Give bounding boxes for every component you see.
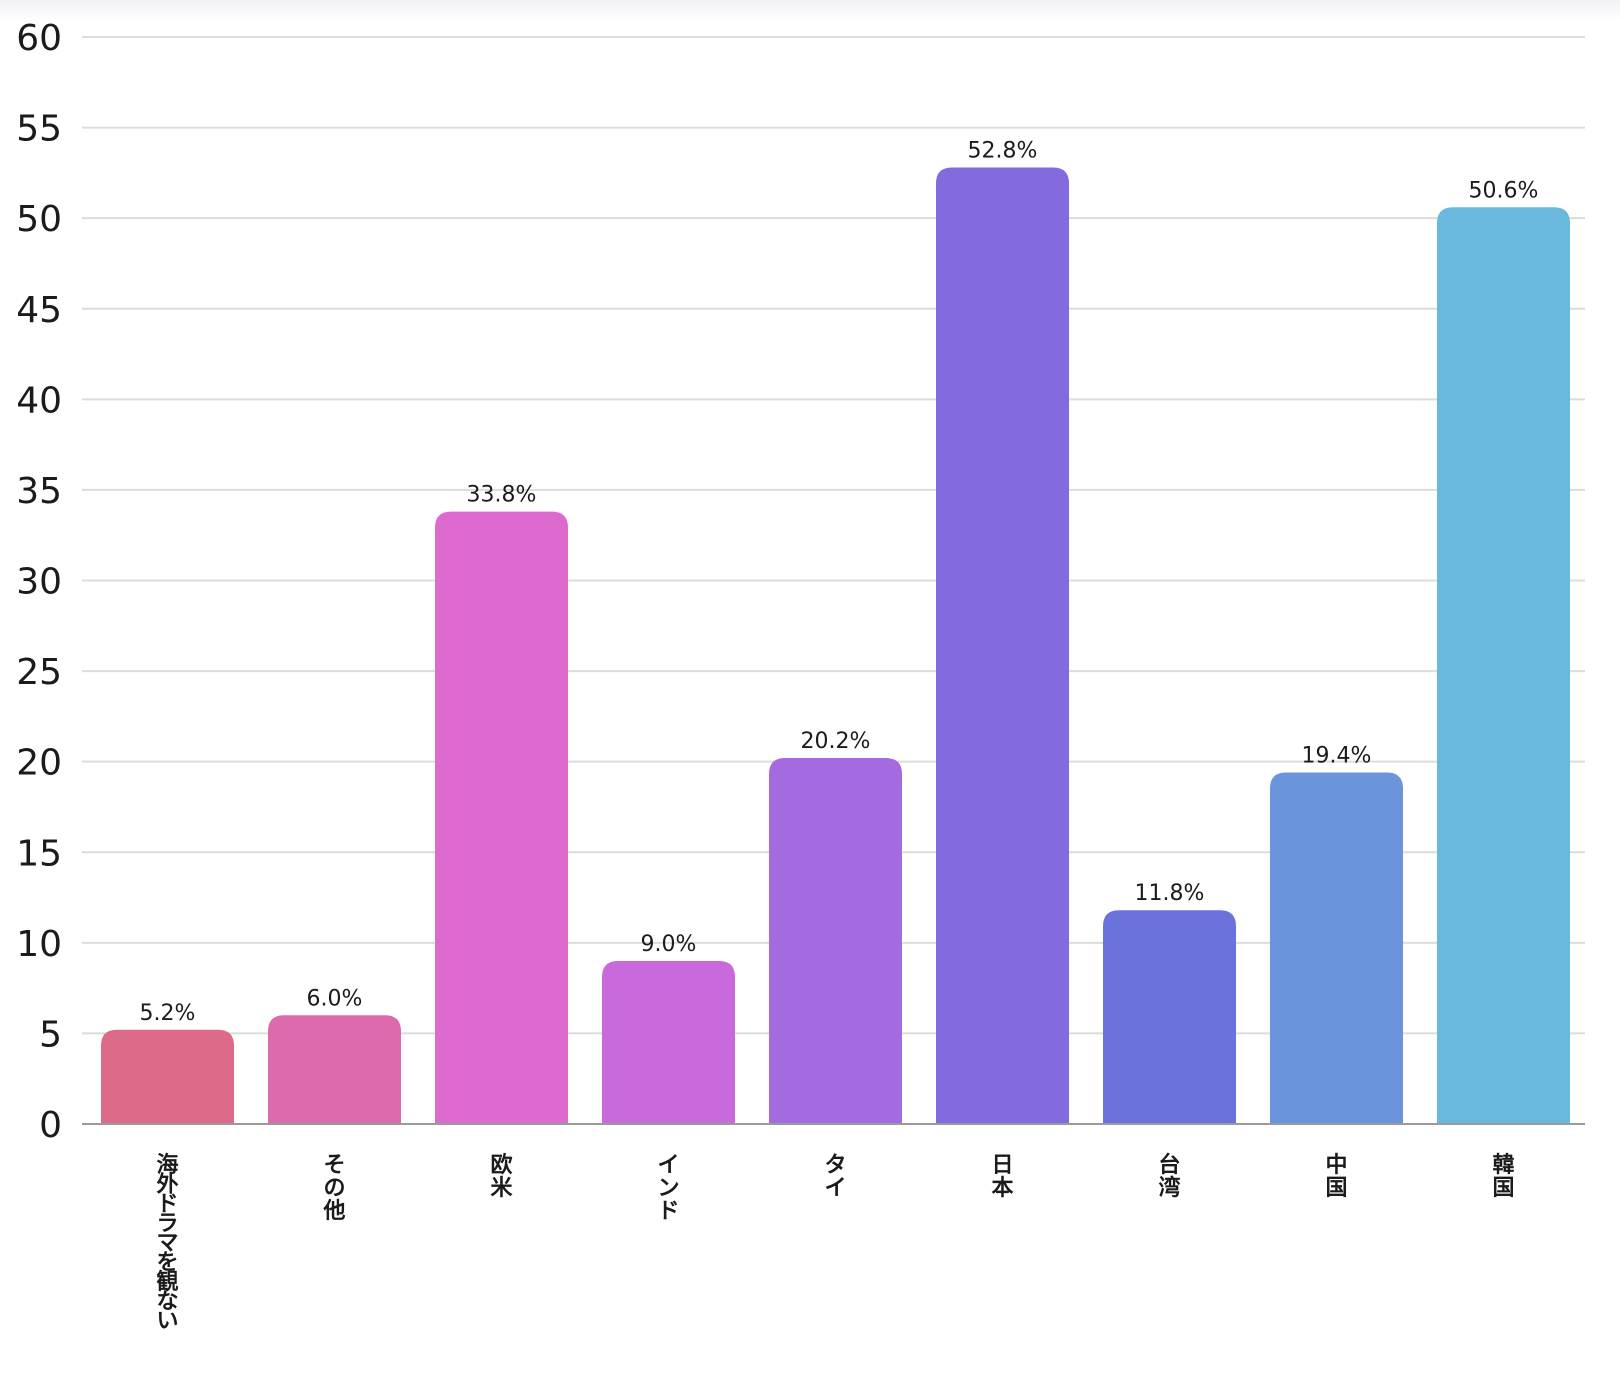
- bar: [1103, 910, 1236, 1124]
- x-tick-label: 台湾: [1158, 1152, 1180, 1201]
- x-tick-char: 欧: [490, 1152, 512, 1178]
- x-tick-char: そ: [323, 1153, 345, 1178]
- bar: [602, 960, 735, 1124]
- y-tick-label: 15: [16, 833, 62, 874]
- y-tick-label: 45: [16, 290, 62, 331]
- bar: [769, 758, 902, 1124]
- x-tick-label: 韓国: [1492, 1152, 1514, 1201]
- x-tick-label: 日本: [991, 1153, 1013, 1201]
- x-tick-char: 中: [1325, 1153, 1347, 1178]
- x-tick-char: 他: [322, 1199, 345, 1224]
- x-tick-label: その他: [322, 1153, 345, 1224]
- y-tick-label: 35: [16, 471, 62, 512]
- data-label: 19.4%: [1302, 744, 1372, 769]
- x-tick-char: マ: [156, 1231, 178, 1256]
- y-tick-label: 60: [16, 18, 62, 59]
- x-tick-char: の: [323, 1176, 345, 1201]
- x-tick-char: 本: [991, 1176, 1013, 1201]
- x-tick-char: 観: [156, 1269, 178, 1295]
- y-tick-label: 5: [39, 1014, 62, 1055]
- data-label: 5.2%: [140, 1001, 196, 1026]
- x-tick-char: を: [156, 1251, 178, 1276]
- data-label: 11.8%: [1135, 881, 1205, 906]
- data-label: 52.8%: [968, 138, 1038, 163]
- data-label: 6.0%: [307, 986, 363, 1011]
- y-tick-label: 20: [16, 743, 62, 784]
- y-tick-label: 10: [16, 924, 62, 965]
- bar: [268, 1015, 401, 1124]
- x-tick-char: 海: [156, 1152, 178, 1178]
- x-tick-char: 米: [490, 1176, 513, 1201]
- x-tick-label: 中国: [1325, 1153, 1347, 1201]
- bar: [1437, 207, 1570, 1125]
- x-tick-char: 日: [991, 1153, 1013, 1178]
- x-tick-char: ド: [657, 1199, 679, 1224]
- x-tick-label: 欧米: [490, 1152, 513, 1201]
- y-tick-label: 0: [39, 1105, 62, 1146]
- x-tick-label: インド: [657, 1153, 679, 1224]
- y-tick-label: 25: [16, 652, 62, 693]
- x-tick-char: 国: [1492, 1176, 1514, 1201]
- x-tick-char: タ: [824, 1153, 846, 1178]
- bars: [101, 167, 1570, 1125]
- value-labels: 5.2% 6.0% 33.8% 9.0% 20.2% 52.8% 11.8% 19.4% 50.…: [140, 138, 1539, 1025]
- data-label: 9.0%: [641, 932, 697, 957]
- data-label: 33.8%: [467, 483, 537, 508]
- bar: [1270, 772, 1403, 1124]
- x-tick-label: タイ: [824, 1153, 846, 1201]
- data-label: 50.6%: [1469, 178, 1539, 203]
- y-axis-ticks: 0 5 10 15 20 25 30 35 40 45 50 55 60: [16, 18, 62, 1146]
- x-tick-char: ド: [156, 1192, 178, 1217]
- x-tick-char: な: [156, 1290, 178, 1315]
- x-tick-char: ラ: [156, 1212, 178, 1237]
- x-tick-char: イ: [824, 1176, 846, 1201]
- y-tick-label: 55: [16, 109, 62, 150]
- y-tick-label: 40: [16, 380, 62, 421]
- bar: [936, 167, 1069, 1124]
- x-tick-char: 韓: [1492, 1152, 1514, 1178]
- bar: [101, 1029, 234, 1124]
- x-tick-char: 湾: [1158, 1175, 1180, 1201]
- data-label: 20.2%: [801, 729, 871, 754]
- top-shade: [0, 0, 1620, 22]
- x-tick-char: 国: [1325, 1176, 1347, 1201]
- y-tick-label: 30: [16, 562, 62, 603]
- x-tick-char: い: [156, 1309, 178, 1334]
- x-tick-char: イ: [657, 1153, 679, 1178]
- x-tick-char: 台: [1158, 1152, 1180, 1178]
- x-tick-char: 外: [156, 1172, 178, 1198]
- y-tick-label: 50: [16, 199, 62, 240]
- x-tick-char: ン: [657, 1176, 679, 1201]
- bar: [435, 511, 568, 1124]
